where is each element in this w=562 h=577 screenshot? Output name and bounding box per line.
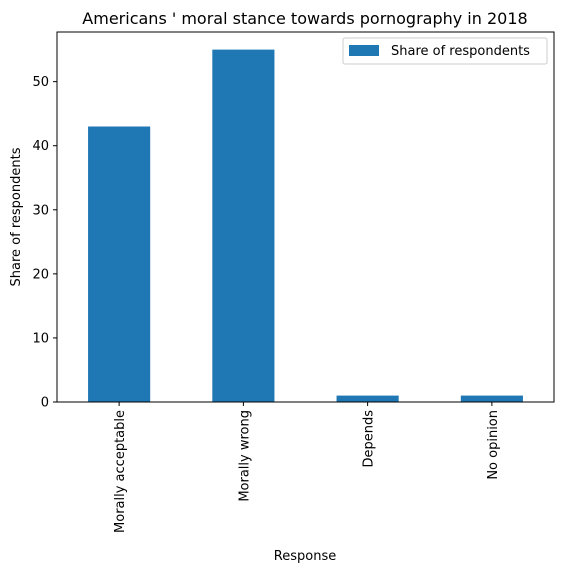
y-tick-label: 10: [32, 331, 49, 346]
y-axis-label: Share of respondents: [9, 147, 24, 286]
bar-2: [336, 395, 399, 402]
x-tick-label: No opinion: [486, 410, 501, 480]
bar-1: [212, 49, 275, 402]
y-tick-label: 20: [32, 267, 49, 282]
legend-swatch: [349, 45, 379, 56]
bar-0: [88, 126, 151, 402]
y-axis: 0 10 20 30 40 50: [32, 75, 57, 411]
y-tick-label: 40: [32, 139, 49, 154]
x-tick-label: Morally acceptable: [113, 410, 128, 533]
chart-title: Americans ' moral stance towards pornogr…: [82, 9, 527, 28]
x-axis: Morally acceptable Morally wrong Depends No…: [113, 402, 501, 533]
x-tick-label: Morally wrong: [237, 410, 252, 502]
legend-box: [342, 37, 548, 65]
legend-label: Share of respondents: [391, 44, 530, 59]
bar-3: [460, 395, 523, 402]
y-tick-label: 0: [41, 396, 49, 411]
legend: Share of respondents: [342, 37, 548, 65]
plot-frame: [56, 31, 555, 403]
x-tick-label: Depends: [362, 410, 377, 468]
x-axis-label: Response: [274, 549, 336, 564]
y-tick-label: 30: [32, 203, 49, 218]
bars-layer: [88, 49, 523, 402]
y-tick-label: 50: [32, 75, 49, 90]
